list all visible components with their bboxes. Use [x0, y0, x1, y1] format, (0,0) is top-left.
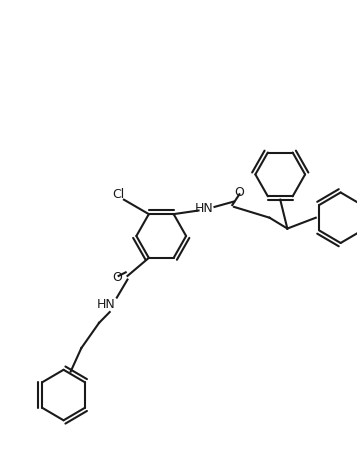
Text: Cl: Cl: [112, 188, 125, 201]
Text: O: O: [112, 271, 122, 284]
Text: O: O: [234, 186, 244, 199]
Text: HN: HN: [97, 298, 116, 312]
Text: HN: HN: [194, 202, 213, 215]
